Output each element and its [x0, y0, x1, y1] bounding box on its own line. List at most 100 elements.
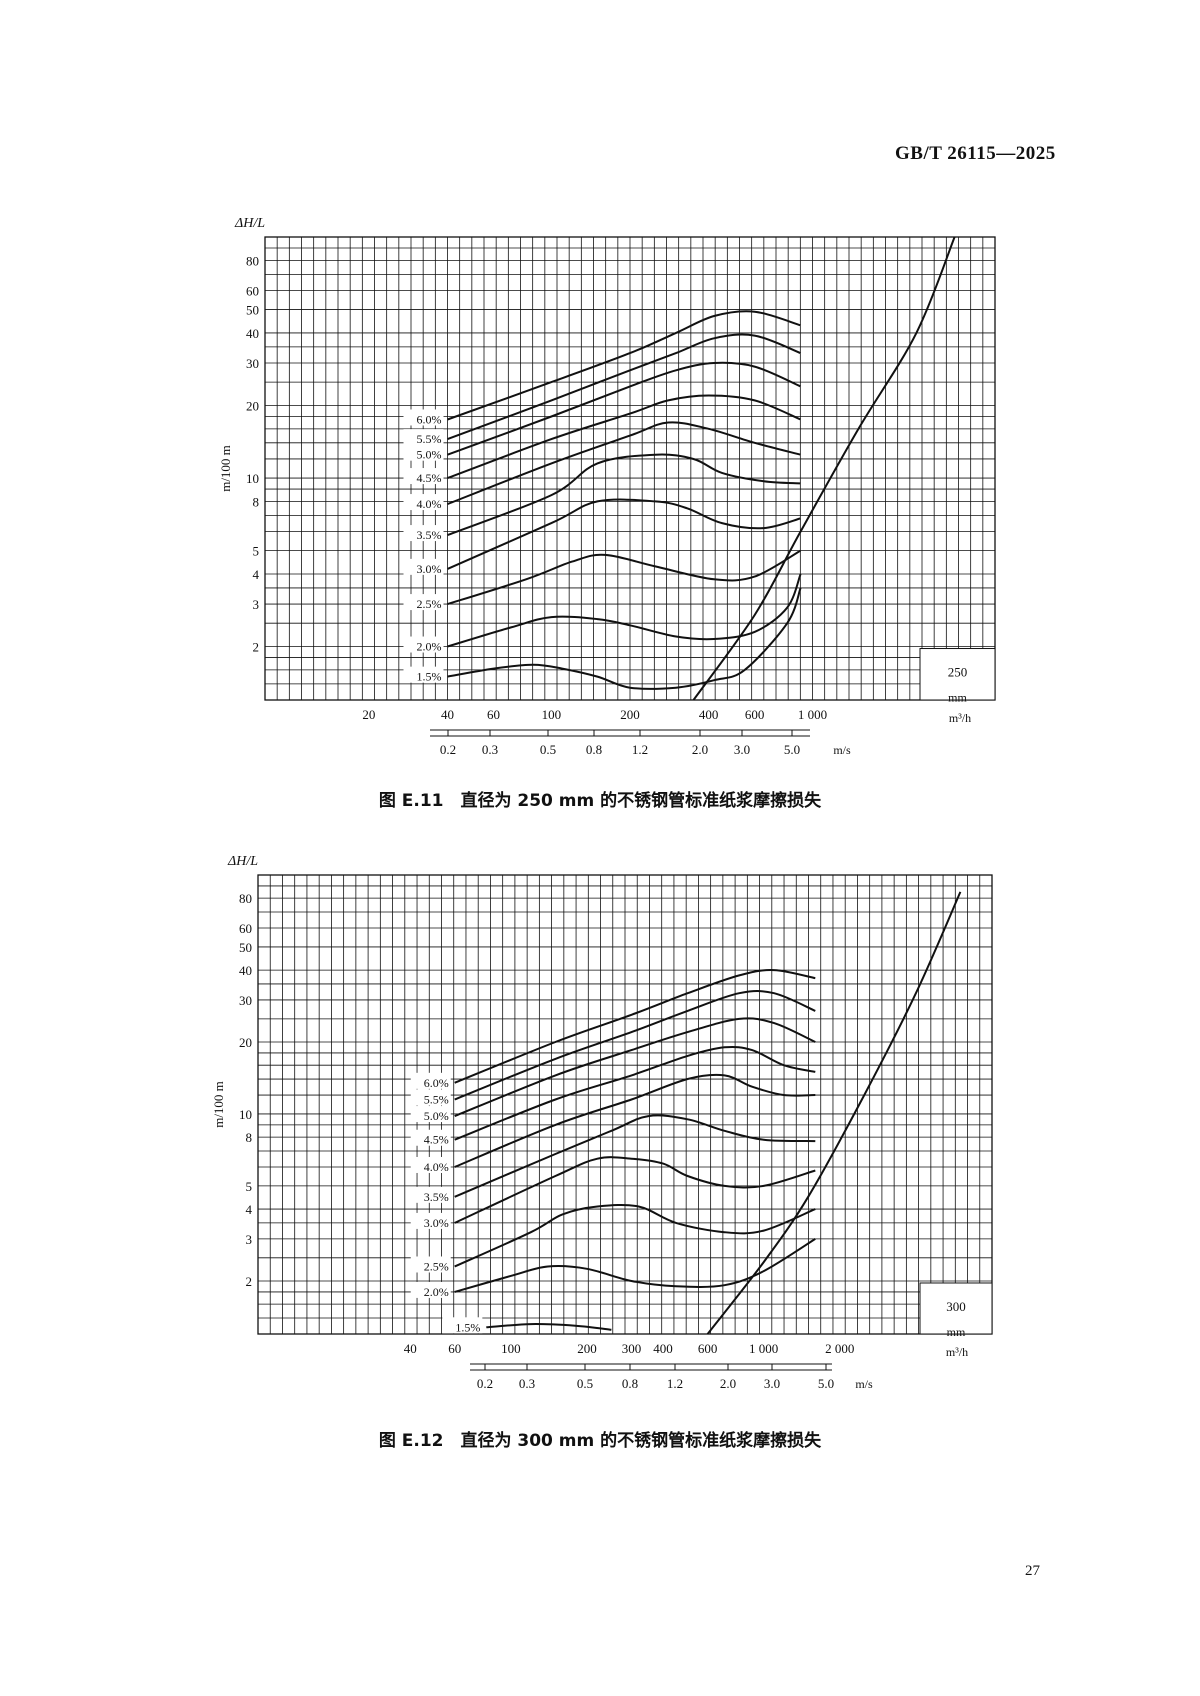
diameter-box: [919, 1282, 993, 1335]
plot-frame: [264, 236, 996, 701]
series-label-bg: [403, 429, 444, 446]
series-line: [447, 394, 801, 479]
series-label-bg: [403, 636, 444, 653]
series-line: [447, 361, 801, 456]
velocity-axis-unit: m/s: [855, 1377, 873, 1391]
x-tick-label: 2 000: [825, 1341, 854, 1356]
series-label-bg: [403, 558, 444, 575]
series-label-bg: [410, 1106, 451, 1123]
y-tick-label: 60: [246, 283, 259, 298]
x-tick-label: 400: [653, 1341, 673, 1356]
y-axis-title: ΔH/L: [234, 216, 265, 231]
standard-number: GB/T 26115—2025: [895, 143, 1056, 164]
velocity-tick-label: 0.3: [519, 1376, 535, 1391]
series-line: [454, 1114, 816, 1198]
series-label-bg: [403, 666, 444, 683]
series-group: [447, 236, 956, 701]
velocity-tick-label: 0.3: [482, 742, 498, 757]
series-label-bg: [403, 468, 444, 485]
y-tick-label: 5: [246, 1179, 253, 1194]
y-tick-label: 20: [246, 398, 259, 413]
y-tick-label: 10: [246, 471, 259, 486]
series-label: 2.0%: [417, 640, 442, 654]
grid-lines: [264, 237, 996, 701]
friction-loss-chart-300mm: ΔH/L m/100 m 80 60 50 40 30 20 10 8 5 4 3 2 6.0% 5.5% 5.…: [211, 854, 993, 1391]
x-tick-label: 600: [745, 707, 765, 722]
y-axis-title: ΔH/L: [227, 854, 258, 869]
series-label-bg: [410, 1089, 451, 1106]
series-line: [447, 498, 801, 570]
series-line: [454, 969, 816, 1084]
y-tick-label: 50: [239, 940, 252, 955]
series-label: 4.0%: [424, 1160, 449, 1174]
series-group: [454, 891, 962, 1335]
x-tick-label: 200: [577, 1341, 597, 1356]
x-tick-label: 60: [487, 707, 500, 722]
y-tick-label: 30: [246, 356, 259, 371]
x-axis-unit: m³/h: [946, 1345, 968, 1359]
series-label-bg: [410, 1072, 451, 1089]
y-tick-label: 50: [246, 303, 259, 318]
x-tick-label: 300: [622, 1341, 642, 1356]
series-label: 3.5%: [424, 1190, 449, 1204]
x-tick-label: 100: [501, 1341, 521, 1356]
y-tick-label: 2: [246, 1274, 253, 1289]
series-label: 4.0%: [417, 497, 442, 511]
y-axis-unit: m/100 m: [218, 445, 233, 492]
series-label: 2.5%: [424, 1259, 449, 1273]
series-label-bg: [410, 1256, 451, 1273]
velocity-tick-label: 2.0: [692, 742, 708, 757]
x-tick-label: 1 000: [798, 707, 827, 722]
series-label: 4.5%: [424, 1133, 449, 1147]
x-tick-label: 600: [698, 1341, 718, 1356]
series-label-bg: [403, 525, 444, 542]
series-label: 2.5%: [417, 597, 442, 611]
series-label: 1.5%: [455, 1320, 480, 1334]
velocity-tick-label: 0.8: [622, 1376, 638, 1391]
series-line: [454, 1045, 816, 1141]
series-label-bg: [410, 1281, 451, 1298]
y-tick-label: 30: [239, 993, 252, 1008]
y-tick-label: 3: [253, 597, 260, 612]
velocity-tick-label: 1.2: [632, 742, 648, 757]
series-line: [447, 587, 802, 690]
series-line: [447, 310, 801, 421]
velocity-tick-label: 5.0: [784, 742, 800, 757]
y-axis-unit: m/100 m: [211, 1081, 226, 1128]
series-label-bg: [410, 1156, 451, 1173]
grid-lines: [257, 875, 993, 1335]
x-tick-label: 40: [404, 1341, 417, 1356]
series-label: 5.0%: [424, 1109, 449, 1123]
diameter-value: 300: [946, 1299, 966, 1314]
series-label-bg: [410, 1212, 451, 1229]
series-label-bg: [403, 444, 444, 461]
x-tick-label: 400: [699, 707, 719, 722]
series-line: [486, 1323, 612, 1331]
series-line: [447, 453, 801, 537]
x-tick-label: 100: [542, 707, 562, 722]
y-tick-label: 20: [239, 1035, 252, 1050]
velocity-tick-label: 5.0: [818, 1376, 834, 1391]
series-label-bg: [403, 594, 444, 611]
series-line: [447, 421, 801, 506]
x-tick-label: 40: [441, 707, 454, 722]
series-label: 3.5%: [417, 528, 442, 542]
velocity-tick-label: 3.0: [734, 742, 750, 757]
series-label: 5.0%: [417, 448, 442, 462]
y-tick-label: 10: [239, 1107, 252, 1122]
series-label: 4.5%: [417, 471, 442, 485]
velocity-axis-unit: m/s: [833, 743, 851, 757]
diameter-unit: mm: [947, 1325, 966, 1339]
series-label-bg: [410, 1186, 451, 1203]
series-line: [454, 1203, 816, 1268]
figure-caption-e12: 图 E.12 直径为 300 mm 的不锈钢管标准纸浆摩擦损失: [378, 1431, 822, 1451]
series-line: [447, 573, 802, 648]
plot-frame: [257, 874, 993, 1335]
series-line: [454, 1017, 816, 1118]
y-tick-label: 5: [253, 544, 260, 559]
series-label: 5.5%: [417, 432, 442, 446]
y-tick-label: 2: [253, 640, 260, 655]
y-tick-label: 80: [246, 253, 259, 268]
x-axis-unit: m³/h: [949, 711, 971, 725]
velocity-tick-label: 0.2: [440, 742, 456, 757]
